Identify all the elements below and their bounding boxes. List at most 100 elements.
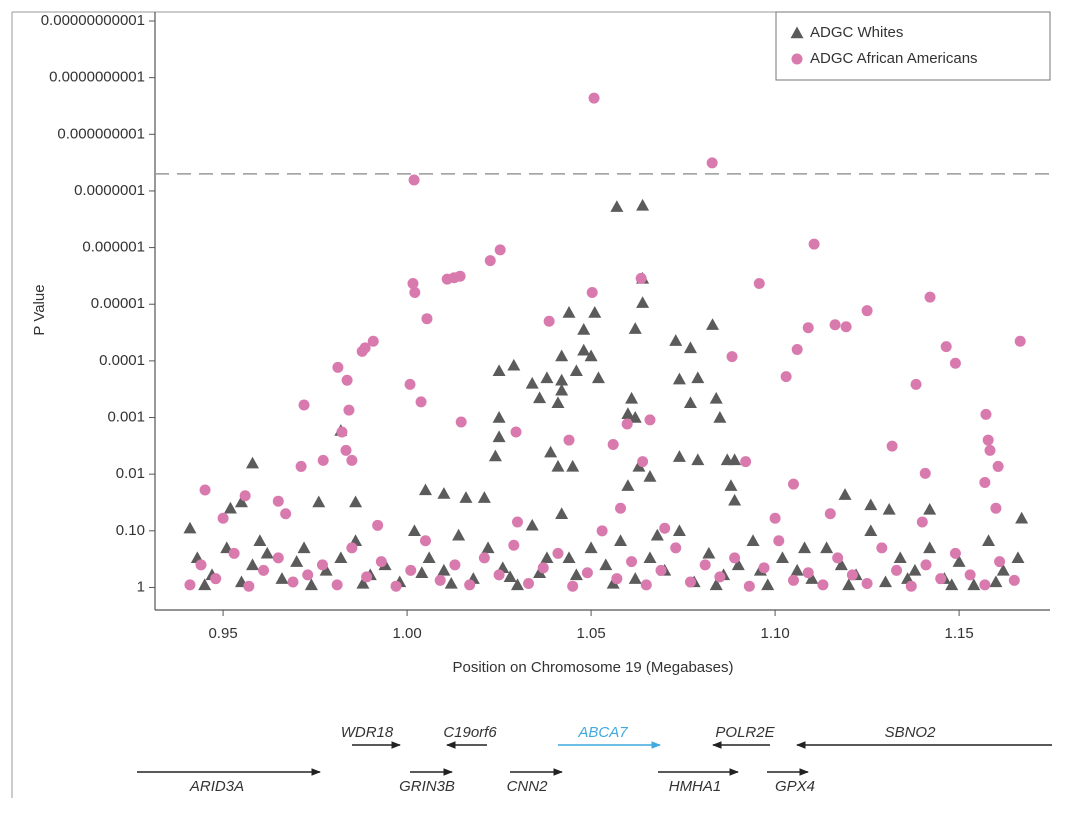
gene-label: GPX4 (775, 778, 815, 795)
point (537, 562, 549, 574)
point (183, 521, 197, 534)
point (1014, 335, 1026, 347)
point (341, 374, 353, 386)
point (923, 541, 937, 554)
point (982, 534, 996, 546)
point (569, 568, 583, 581)
point (493, 569, 505, 581)
point (280, 508, 292, 520)
point (195, 559, 207, 571)
point (996, 563, 1010, 576)
legend-label: ADGC Whites (810, 24, 903, 41)
x-tick-label: 1.10 (760, 625, 789, 642)
point (297, 541, 311, 554)
point (217, 512, 229, 524)
point (316, 559, 328, 571)
point (551, 396, 565, 409)
point (683, 341, 697, 354)
point (566, 459, 580, 472)
legend-marker (791, 53, 803, 65)
gene-label: POLR2E (715, 724, 775, 741)
point (441, 273, 453, 285)
point (773, 535, 785, 547)
legend: ADGC Whites ADGC African Americans (775, 11, 1051, 81)
point (787, 574, 799, 586)
point (492, 411, 506, 423)
point (346, 542, 358, 554)
y-tick-label: 0.00000000001 (41, 12, 145, 29)
point (555, 507, 569, 519)
point (234, 495, 248, 508)
point (798, 541, 812, 554)
point (808, 238, 820, 250)
point (332, 361, 344, 373)
point (876, 542, 888, 554)
point (584, 349, 598, 362)
point (984, 444, 996, 456)
point (588, 92, 600, 104)
point (488, 449, 502, 462)
point (790, 563, 804, 576)
point (967, 578, 981, 591)
point (304, 578, 318, 591)
point (543, 315, 555, 327)
legend-label: ADGC African Americans (810, 50, 978, 67)
point (540, 371, 554, 384)
point (610, 200, 624, 212)
y-tick-label: 0.0000001 (74, 182, 145, 199)
point (829, 319, 841, 331)
point (421, 313, 433, 325)
point (275, 572, 289, 584)
point (562, 306, 576, 318)
point (820, 541, 834, 554)
point (586, 286, 598, 298)
gene-label: GRIN3B (399, 778, 455, 795)
gene-label: CNN2 (507, 778, 548, 795)
y-tick-label: 0.0000000001 (49, 69, 145, 86)
point (478, 552, 490, 564)
point (367, 335, 379, 347)
point (706, 318, 720, 330)
point (769, 512, 781, 524)
point (455, 416, 467, 428)
y-tick-label: 0.001 (107, 408, 145, 425)
point (636, 296, 650, 308)
point (655, 564, 667, 576)
point (672, 450, 686, 462)
point (989, 575, 1003, 588)
point (864, 524, 878, 537)
y-tick-label: 0.10 (116, 522, 145, 539)
point (992, 460, 1004, 472)
gene-label: C19orf6 (443, 724, 497, 741)
point (507, 358, 521, 371)
point (361, 571, 373, 583)
point (628, 411, 642, 423)
point (861, 577, 873, 589)
point (372, 519, 384, 531)
point (596, 525, 608, 537)
point (935, 573, 947, 585)
point (709, 578, 723, 591)
point (563, 434, 575, 446)
point (824, 508, 836, 520)
point (253, 534, 267, 546)
point (298, 399, 310, 411)
point (949, 357, 961, 369)
point (434, 574, 446, 586)
point (567, 580, 579, 592)
point (510, 426, 522, 438)
point (980, 408, 992, 420)
point (945, 578, 959, 591)
point (644, 414, 656, 426)
gene-label: ABCA7 (577, 724, 628, 741)
point (949, 547, 961, 559)
point (503, 570, 517, 583)
point (551, 459, 565, 472)
point (418, 483, 432, 496)
point (540, 551, 554, 564)
point (552, 547, 564, 559)
point (569, 364, 583, 377)
point (672, 524, 686, 537)
point (477, 491, 491, 503)
point (343, 404, 355, 416)
